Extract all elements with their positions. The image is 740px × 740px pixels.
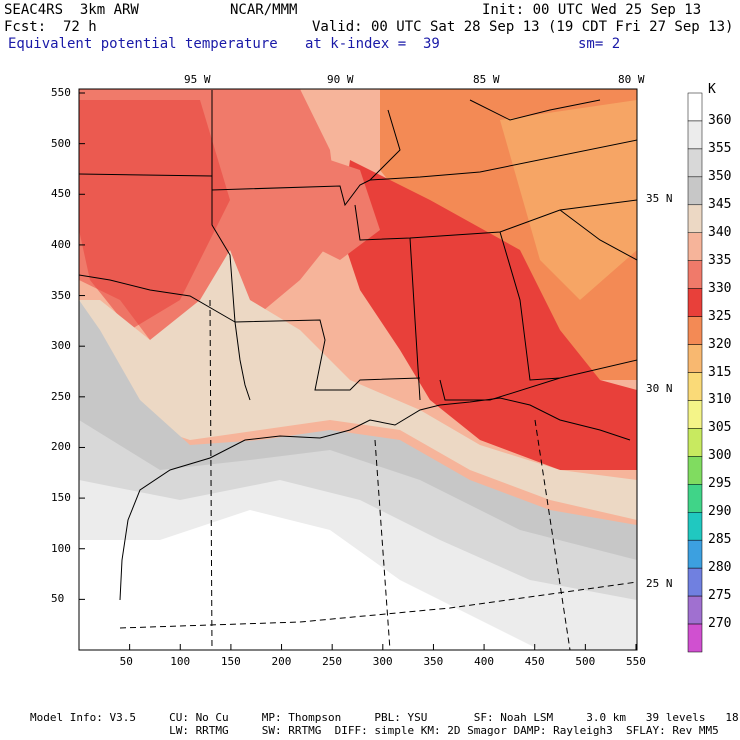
x-tick-label: 500 <box>575 655 596 668</box>
colorbar-level: 335 <box>708 252 732 268</box>
lon-label-80w: 80 W <box>618 73 645 86</box>
colorbar-swatch <box>687 567 703 597</box>
colorbar-level: 290 <box>708 504 732 520</box>
x-tick-label: 50 <box>119 655 133 668</box>
valid-time: Valid: 00 UTC Sat 28 Sep 13 (19 CDT Fri … <box>312 19 734 35</box>
colorbar-swatch <box>687 232 703 261</box>
colorbar-swatch <box>687 260 703 289</box>
colorbar-swatch <box>687 120 703 150</box>
colorbar-level: 305 <box>708 420 732 436</box>
colorbar-swatch <box>687 176 703 206</box>
y-tick-label: 200 <box>51 440 71 454</box>
colorbar-swatch <box>687 92 703 122</box>
colorbar-swatch <box>687 623 703 653</box>
y-tick-marks <box>79 92 85 600</box>
x-tick-label: 450 <box>524 655 545 668</box>
colorbar-level: 275 <box>708 588 732 604</box>
colorbar-unit: K <box>708 82 716 97</box>
y-tick-label: 500 <box>51 136 71 150</box>
colorbar-swatch <box>687 288 703 317</box>
colorbar-swatch <box>687 484 703 513</box>
x-tick-label: 300 <box>372 655 393 668</box>
colorbar-swatch <box>687 456 703 485</box>
colorbar-swatch <box>687 595 703 625</box>
lat-label-35n: 35 N <box>646 192 673 205</box>
x-tick-label: 200 <box>271 655 292 668</box>
lat-label-30n: 30 N <box>646 382 673 395</box>
colorbar-swatch <box>687 204 703 234</box>
y-tick-label: 100 <box>51 541 71 555</box>
level-index: at k-index = 39 <box>305 36 440 52</box>
init-time: Init: 00 UTC Wed 25 Sep 13 <box>482 2 702 18</box>
colorbar-swatch <box>687 512 703 541</box>
colorbar-swatch <box>687 539 703 569</box>
x-tick-label: 150 <box>220 655 241 668</box>
colorbar-level: 345 <box>708 196 732 212</box>
colorbar-level: 330 <box>708 280 732 296</box>
y-tick-label: 450 <box>51 187 71 201</box>
forecast-hour: Fcst: 72 h <box>4 19 97 35</box>
colorbar-swatch <box>687 400 703 429</box>
lon-label-90w: 90 W <box>327 73 354 86</box>
colorbar-level: 295 <box>708 476 732 492</box>
organization: NCAR/MMM <box>230 2 298 18</box>
x-tick-label: 400 <box>474 655 494 668</box>
colorbar <box>687 92 703 653</box>
y-tick-label: 550 <box>51 86 71 99</box>
colorbar-swatch <box>687 316 703 345</box>
colorbar-level: 270 <box>708 616 732 632</box>
x-tick-label: 250 <box>322 655 343 668</box>
colorbar-level: 300 <box>708 448 732 464</box>
x-tick-label: 350 <box>423 655 444 668</box>
plot-frame <box>78 88 638 651</box>
y-tick-label: 350 <box>51 288 71 302</box>
lat-label-25n: 25 N <box>646 577 673 590</box>
colorbar-level: 320 <box>708 336 732 352</box>
colorbar-level: 280 <box>708 560 732 576</box>
colorbar-swatch <box>687 344 703 373</box>
y-tick-label: 150 <box>51 491 71 505</box>
colorbar-level: 350 <box>708 168 732 184</box>
colorbar-level: 315 <box>708 364 732 380</box>
x-tick-label: 550 <box>625 655 646 668</box>
colorbar-swatch <box>687 372 703 401</box>
x-tick-marks <box>129 644 637 650</box>
lon-label-85w: 85 W <box>473 73 500 86</box>
colorbar-level: 325 <box>708 308 732 324</box>
colorbar-level: 285 <box>708 532 732 548</box>
colorbar-level: 310 <box>708 392 732 408</box>
lon-label-95w: 95 W <box>184 73 211 86</box>
colorbar-swatch <box>687 148 703 178</box>
colorbar-level: 360 <box>708 112 732 128</box>
smoothing: sm= 2 <box>578 36 621 52</box>
colorbar-swatch <box>687 428 703 457</box>
colorbar-level: 340 <box>708 224 732 240</box>
colorbar-level: 355 <box>708 140 732 156</box>
y-tick-label: 400 <box>51 237 71 251</box>
footer-model-info: Model Info: V3.5 CU: No Cu MP: Thompson … <box>30 711 740 724</box>
footer-physics: LW: RRTMG SW: RRTMG DIFF: simple KM: 2D … <box>30 724 719 737</box>
y-tick-label: 300 <box>51 339 71 353</box>
field-name: Equivalent potential temperature <box>8 36 278 52</box>
x-tick-label: 100 <box>170 655 191 668</box>
y-tick-label: 250 <box>51 389 71 403</box>
y-tick-label: 50 <box>51 592 65 606</box>
model-name: SEAC4RS 3km ARW <box>4 2 139 18</box>
theta-e-field <box>79 89 637 650</box>
